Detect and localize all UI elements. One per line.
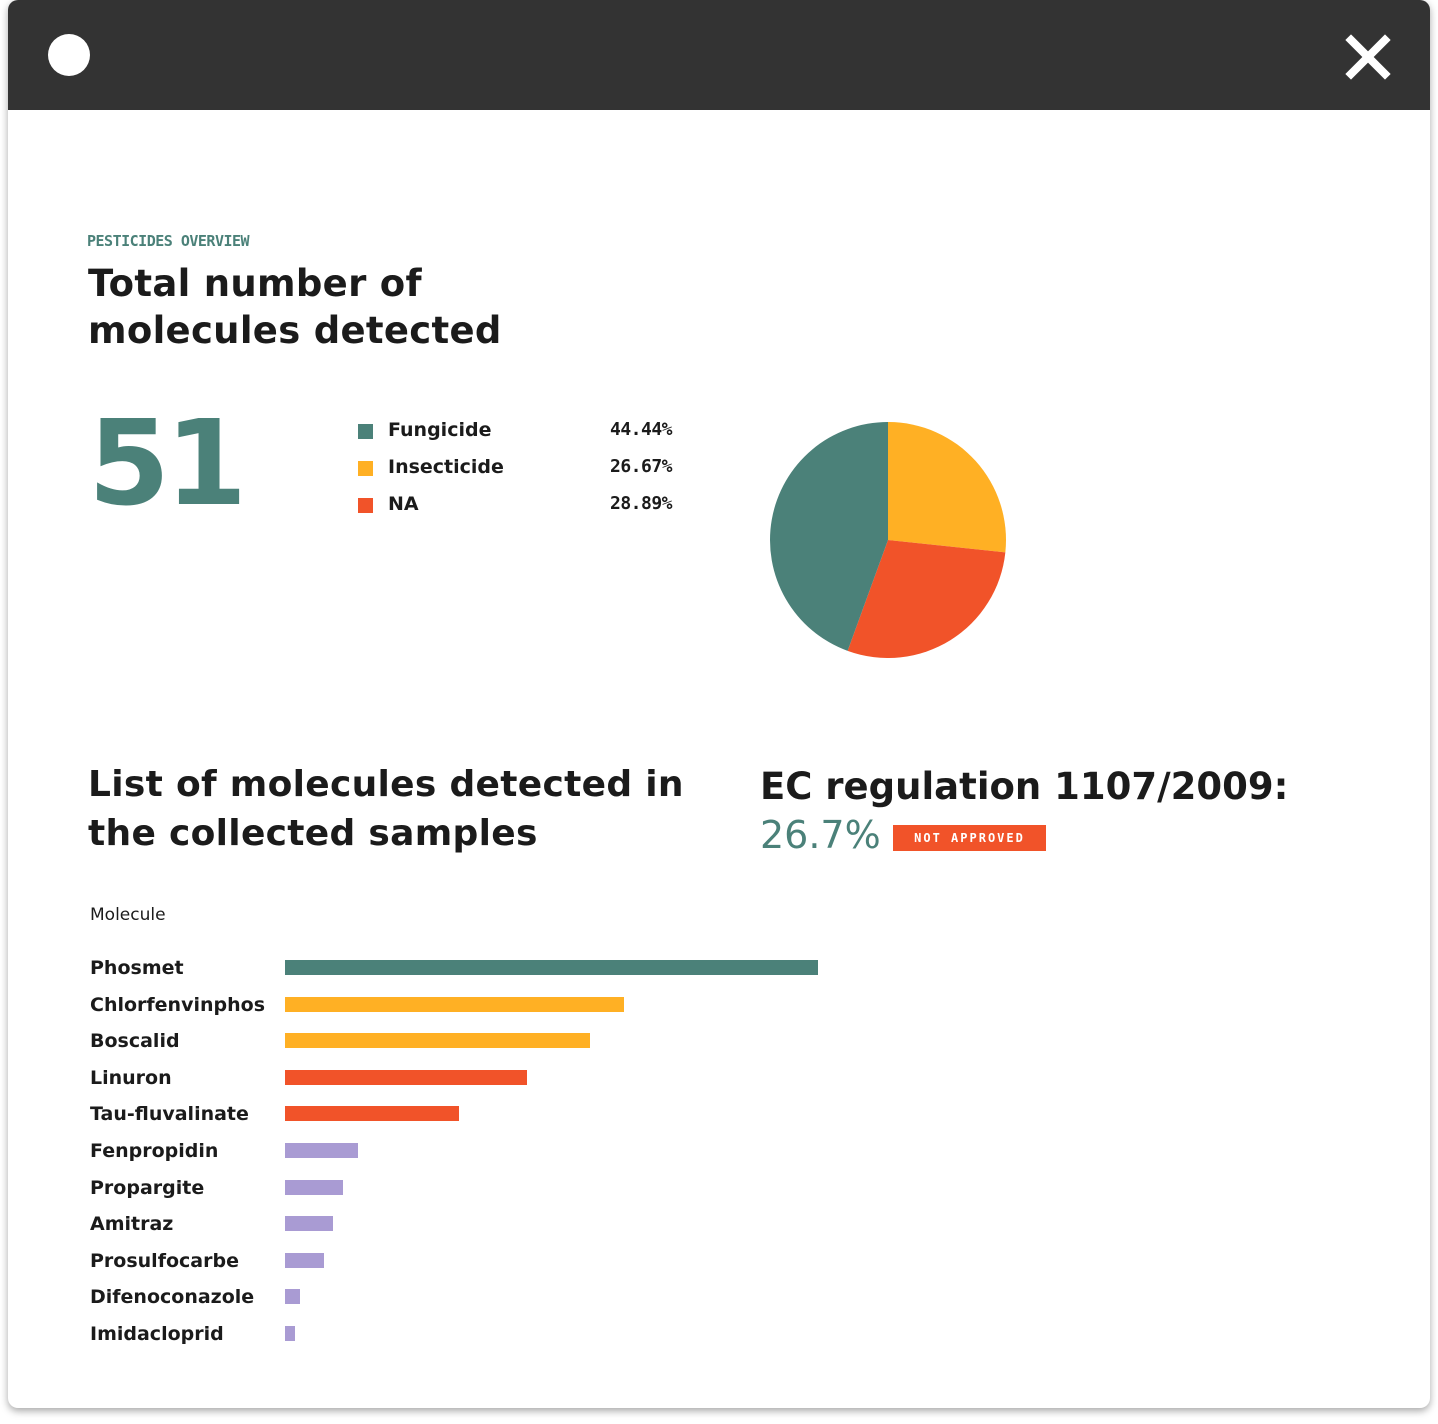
legend-swatch	[358, 461, 373, 476]
bar-label: Linuron	[90, 1066, 172, 1089]
bar-label: Imidacloprid	[90, 1323, 224, 1345]
molecule-bar-chart: Phosmet Chlorfenvinphos Boscalid Linuron Tau…	[8, 0, 1430, 1408]
bar	[285, 1069, 528, 1085]
bar-label: Amitraz	[90, 1213, 174, 1236]
legend-item: NA 28.89%	[358, 490, 708, 527]
regulation-percentage: 26.7%	[760, 813, 881, 857]
bar	[285, 1179, 344, 1195]
molecule-list-title: List of molecules detected in the collec…	[88, 764, 684, 854]
not-approved-badge: NOT APPROVED	[893, 825, 1046, 851]
legend-label: Fungicide	[388, 419, 492, 441]
bar	[285, 1326, 295, 1341]
legend-item: Insecticide 26.67%	[358, 453, 708, 490]
circle-icon	[48, 34, 90, 76]
legend-value: 28.89%	[610, 493, 673, 514]
bar-label: Propargite	[90, 1176, 205, 1199]
pesticide-type-pie-chart	[770, 422, 1006, 658]
bar	[285, 996, 625, 1012]
page-title: Total number of molecules detected	[88, 262, 502, 352]
legend-value: 26.67%	[610, 456, 673, 477]
legend-label: Insecticide	[388, 456, 504, 478]
bar-label: Prosulfocarbe	[90, 1249, 239, 1272]
pie-slice-insecticide	[888, 422, 1006, 553]
popup-window: PESTICIDES OVERVIEW Total number of mole…	[8, 0, 1430, 1408]
pie-slice-fungicide	[770, 422, 888, 651]
legend-swatch	[358, 498, 373, 513]
regulation-title: EC regulation 1107/2009:	[760, 765, 1289, 808]
section-eyebrow: PESTICIDES OVERVIEW	[87, 232, 250, 250]
bar	[285, 1216, 334, 1232]
total-count: 51	[88, 394, 247, 532]
pie-slice-na	[847, 540, 1006, 658]
bar-label: Tau-fluvalinate	[90, 1103, 249, 1126]
legend-label: NA	[388, 493, 419, 515]
legend-swatch	[358, 424, 373, 439]
bar-axis-title: Molecule	[90, 905, 166, 925]
bar	[285, 1106, 460, 1122]
pie-legend: Fungicide 44.44% Insecticide 26.67% NA 28.89%	[358, 416, 708, 527]
bar	[285, 1289, 300, 1305]
window-titlebar	[8, 0, 1430, 110]
bar	[285, 1252, 324, 1268]
close-icon[interactable]	[1345, 34, 1391, 80]
legend-value: 44.44%	[610, 419, 673, 440]
bar-label: Chlorfenvinphos	[90, 993, 265, 1016]
bar	[285, 1143, 358, 1158]
bar-label: Boscalid	[90, 1030, 180, 1053]
bar	[285, 960, 818, 975]
bar-label: Fenpropidin	[90, 1140, 219, 1162]
legend-item: Fungicide 44.44%	[358, 416, 708, 453]
bar-label: Phosmet	[90, 957, 184, 979]
bar	[285, 1033, 591, 1049]
bar-label: Difenoconazole	[90, 1286, 255, 1309]
